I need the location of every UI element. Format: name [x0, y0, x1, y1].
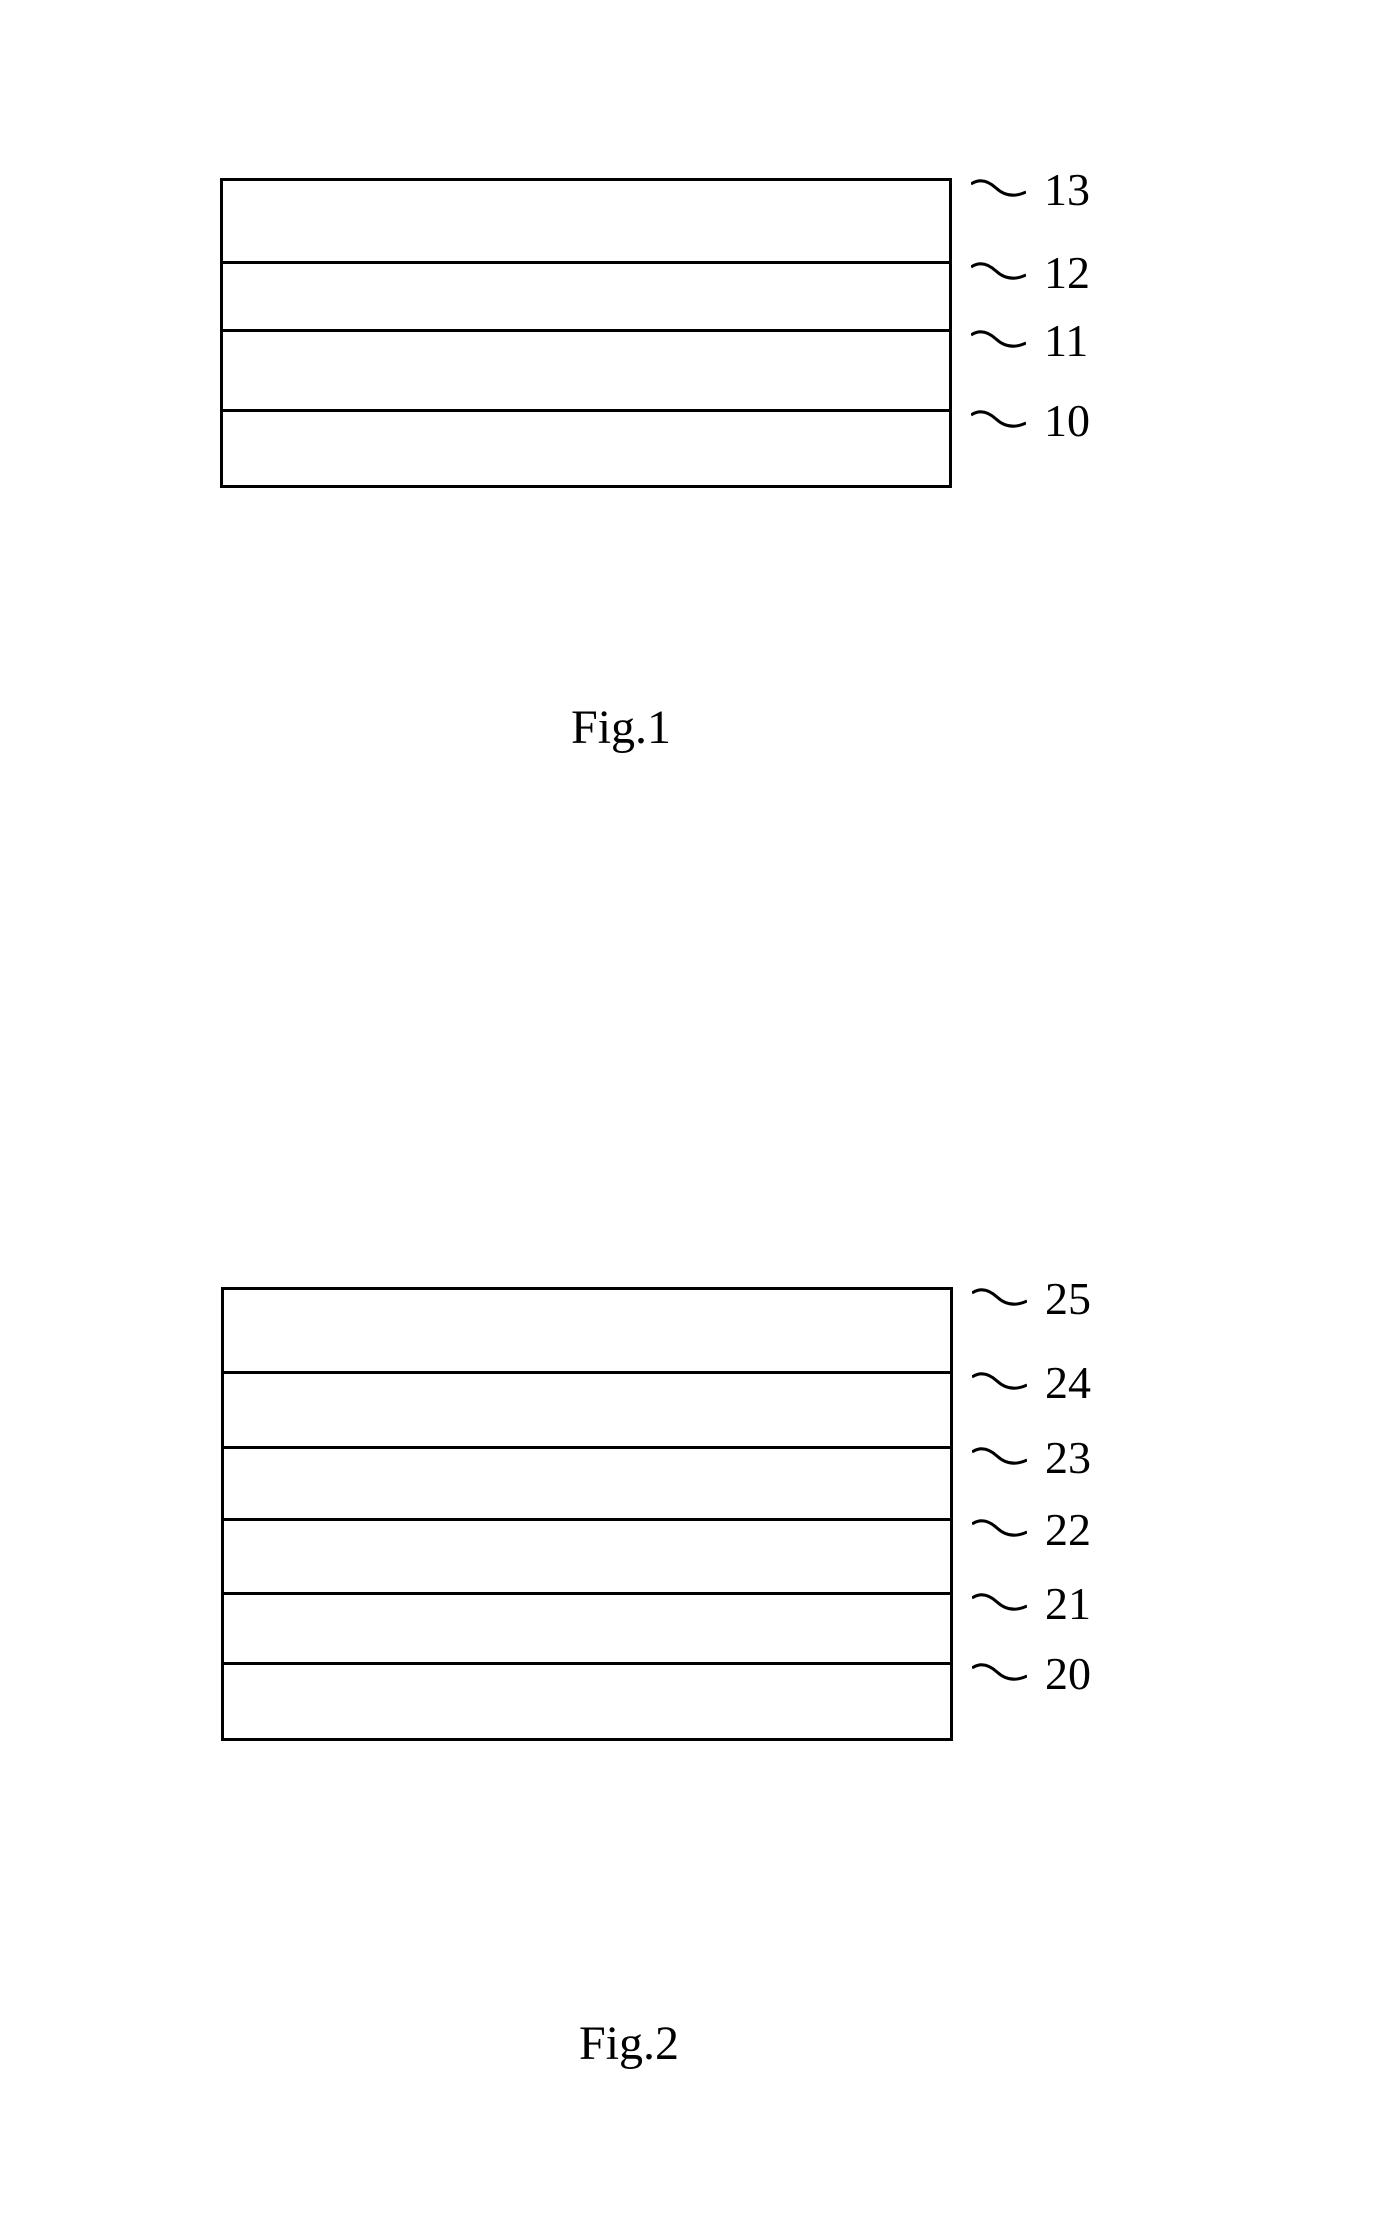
layer: 13: [223, 178, 949, 261]
figure-1: 13 12 11 10: [220, 178, 952, 488]
layer: 10: [223, 409, 949, 485]
layer-label-text: 12: [1044, 246, 1090, 299]
leader-line-icon: [971, 261, 1026, 285]
layer: 11: [223, 329, 949, 409]
layer: 12: [223, 261, 949, 329]
leader-line-icon: [971, 178, 1026, 202]
layer-label-text: 21: [1045, 1577, 1091, 1630]
layer: 24: [224, 1371, 950, 1446]
layer-label: 21: [972, 1577, 1091, 1630]
leader-line-icon: [971, 329, 1026, 353]
layer-label-text: 13: [1044, 163, 1090, 216]
leader-line-icon: [972, 1592, 1027, 1616]
layer-label: 10: [971, 394, 1090, 447]
leader-line-icon: [972, 1446, 1027, 1470]
layer-label-text: 11: [1044, 314, 1088, 367]
layer-label: 20: [972, 1647, 1091, 1700]
caption-fig2: Fig.2: [579, 2016, 679, 2071]
figure-2: 25 24 23 22: [221, 1287, 953, 1741]
layer-label-text: 25: [1045, 1272, 1091, 1325]
layer-label-text: 20: [1045, 1647, 1091, 1700]
layer: 25: [224, 1287, 950, 1371]
layer: 21: [224, 1592, 950, 1662]
layer-label: 25: [972, 1272, 1091, 1325]
layer-label: 12: [971, 246, 1090, 299]
leader-line-icon: [972, 1287, 1027, 1311]
layer-stack-fig1: 13 12 11 10: [220, 178, 952, 488]
layer-label-text: 10: [1044, 394, 1090, 447]
caption-fig1: Fig.1: [571, 700, 671, 755]
layer-label: 13: [971, 163, 1090, 216]
leader-line-icon: [971, 409, 1026, 433]
layer-label: 23: [972, 1431, 1091, 1484]
layer-label-text: 22: [1045, 1503, 1091, 1556]
leader-line-icon: [972, 1371, 1027, 1395]
layer: 22: [224, 1518, 950, 1592]
layer-label-text: 23: [1045, 1431, 1091, 1484]
leader-line-icon: [972, 1518, 1027, 1542]
layer: 20: [224, 1662, 950, 1738]
layer-label: 11: [971, 314, 1088, 367]
layer-label: 22: [972, 1503, 1091, 1556]
layer: 23: [224, 1446, 950, 1518]
layer-label: 24: [972, 1356, 1091, 1409]
leader-line-icon: [972, 1662, 1027, 1686]
layer-stack-fig2: 25 24 23 22: [221, 1287, 953, 1741]
layer-label-text: 24: [1045, 1356, 1091, 1409]
